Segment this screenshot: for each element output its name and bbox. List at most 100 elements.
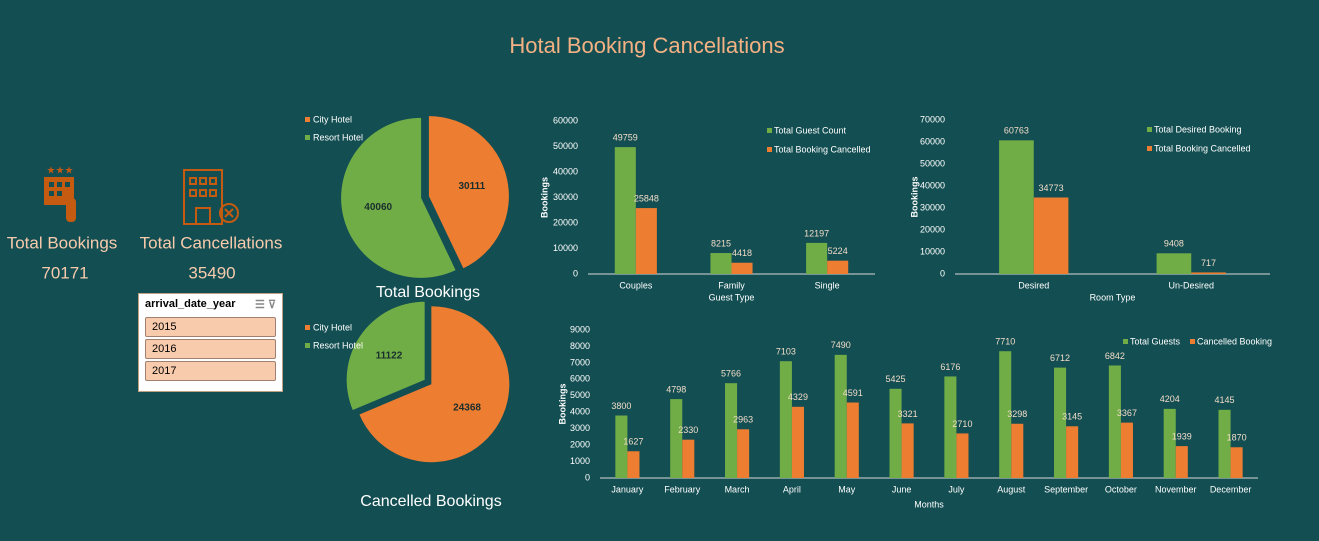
legend-swatch	[305, 117, 310, 122]
slicer-item[interactable]: 2015	[145, 317, 276, 337]
data-label: 49759	[613, 132, 638, 142]
data-label: 7490	[831, 340, 851, 350]
slicer-header: arrival_date_year ☰ ⊽	[139, 294, 282, 315]
legend-swatch	[767, 128, 772, 133]
bar	[889, 388, 902, 478]
y-tick-label: 2000	[570, 439, 590, 449]
pie-title: Cancelled Bookings	[360, 493, 501, 510]
y-tick-label: 8000	[570, 341, 590, 351]
legend-label: Resort Hotel	[313, 132, 363, 142]
hotel-icon: ★★★	[44, 166, 76, 222]
x-tick-label: August	[997, 484, 1026, 494]
filter-icon[interactable]: ☰ ⊽	[255, 299, 276, 311]
x-tick-label: June	[892, 484, 912, 494]
x-tick-label: November	[1155, 484, 1197, 494]
y-tick-label: 50000	[553, 141, 578, 151]
svg-text:★★★: ★★★	[47, 166, 74, 177]
data-label: 1627	[623, 437, 643, 447]
legend-swatch	[305, 325, 310, 330]
bar	[901, 423, 914, 478]
data-label: 6176	[940, 362, 960, 372]
bar	[779, 361, 792, 478]
bar	[827, 260, 849, 274]
data-label: 60763	[1004, 126, 1029, 136]
pie-label: 30111	[458, 181, 485, 192]
data-label: 4591	[843, 388, 863, 398]
y-tick-label: 1000	[570, 456, 590, 466]
x-axis-title: Room Type	[1090, 292, 1136, 302]
bar	[627, 451, 640, 478]
data-label: 4145	[1215, 395, 1235, 405]
data-label: 5425	[886, 374, 906, 384]
bar	[791, 406, 804, 478]
bar	[670, 399, 683, 478]
y-tick-label: 3000	[570, 423, 590, 433]
slicer-item[interactable]: 2016	[145, 339, 276, 359]
x-tick-label: Single	[815, 280, 840, 290]
legend-label: Total Guest Count	[774, 125, 847, 135]
data-label: 6842	[1105, 351, 1125, 361]
legend-label: Total Booking Cancelled	[1154, 143, 1251, 153]
data-label: 5224	[828, 246, 848, 256]
data-label: 8215	[711, 238, 731, 248]
bar	[682, 439, 695, 478]
bar	[999, 351, 1012, 478]
bar	[1011, 423, 1024, 478]
data-label: 3321	[898, 409, 918, 419]
bar	[731, 262, 753, 274]
data-label: 5766	[721, 369, 741, 379]
data-label: 7103	[776, 347, 796, 357]
bar	[1230, 447, 1243, 478]
y-tick-label: 40000	[920, 180, 945, 190]
pie-slice	[341, 117, 456, 278]
legend-swatch	[1190, 339, 1195, 344]
bar	[737, 429, 750, 478]
bar	[806, 242, 828, 274]
data-label: 7710	[995, 337, 1015, 347]
data-label: 4418	[732, 248, 752, 258]
bar	[944, 376, 957, 478]
data-label: 3800	[611, 401, 631, 411]
y-tick-label: 6000	[570, 374, 590, 384]
dashboard-title: Hotal Booking Cancellations	[509, 33, 784, 58]
y-tick-label: 10000	[920, 246, 945, 256]
data-label: 25848	[634, 193, 659, 203]
bar	[614, 147, 636, 274]
x-tick-label: Un-Desired	[1168, 280, 1214, 290]
bar	[1218, 409, 1231, 478]
y-tick-label: 10000	[553, 243, 578, 253]
bar	[1054, 367, 1067, 478]
y-tick-label: 30000	[920, 202, 945, 212]
legend-swatch	[1123, 339, 1128, 344]
y-tick-label: 30000	[553, 192, 578, 202]
data-label: 34773	[1039, 183, 1064, 193]
data-label: 2710	[952, 419, 972, 429]
legend-label: Cancelled Booking	[1197, 336, 1272, 346]
bar	[834, 354, 847, 478]
bar	[725, 383, 738, 478]
bar	[1163, 408, 1176, 478]
bar	[1033, 197, 1069, 274]
y-tick-label: 0	[573, 268, 578, 278]
x-tick-label: January	[611, 484, 644, 494]
bar	[1156, 253, 1192, 274]
kpi-label: Total Bookings	[7, 233, 118, 252]
x-tick-label: October	[1105, 484, 1137, 494]
y-tick-label: 50000	[920, 158, 945, 168]
pie-label: 40060	[364, 202, 392, 213]
legend-label: City Hotel	[313, 114, 352, 124]
cancel-icon	[183, 169, 239, 225]
legend-label: Total Guests	[1130, 336, 1181, 346]
y-tick-label: 9000	[570, 324, 590, 334]
slicer-item[interactable]: 2017	[145, 361, 276, 381]
x-tick-label: Couples	[619, 280, 653, 290]
legend-label: Total Desired Booking	[1154, 124, 1242, 134]
legend-swatch	[1147, 146, 1152, 151]
data-label: 12197	[804, 228, 829, 238]
y-tick-label: 0	[940, 268, 945, 278]
pie-title: Total Bookings	[376, 284, 480, 301]
x-axis-title: Months	[914, 499, 944, 509]
legend-swatch	[305, 343, 310, 348]
